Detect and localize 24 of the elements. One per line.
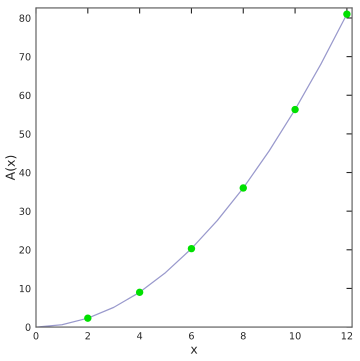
y-tick-label: 70 <box>20 53 30 60</box>
y-tick-label: 60 <box>19 92 30 100</box>
point <box>291 106 299 114</box>
x-tick-label: 12 <box>342 332 352 340</box>
point <box>136 288 144 296</box>
point <box>343 10 351 18</box>
y-tick-label: 40 <box>19 169 30 176</box>
point <box>188 244 196 252</box>
y-tick-label: 50 <box>20 130 30 138</box>
point <box>84 314 92 322</box>
x-tick-label: 4 <box>137 332 142 340</box>
y-tick-label: 30 <box>20 208 30 215</box>
x-tick-label: 0 <box>34 332 38 340</box>
y-tick-label: 10 <box>20 284 30 292</box>
x-tick-label: 8 <box>240 332 246 340</box>
x-axis-title: x <box>190 346 198 354</box>
y-tick-label: 20 <box>19 246 30 254</box>
y-tick-label: 80 <box>19 14 30 22</box>
y-tick-label: 0 <box>26 324 30 331</box>
y-axis-title: A(x) <box>5 156 16 180</box>
point <box>240 184 247 192</box>
x-tick-label: 2 <box>85 332 90 340</box>
x-tick-label: 10 <box>290 332 301 340</box>
x-tick-label: 6 <box>189 332 194 340</box>
